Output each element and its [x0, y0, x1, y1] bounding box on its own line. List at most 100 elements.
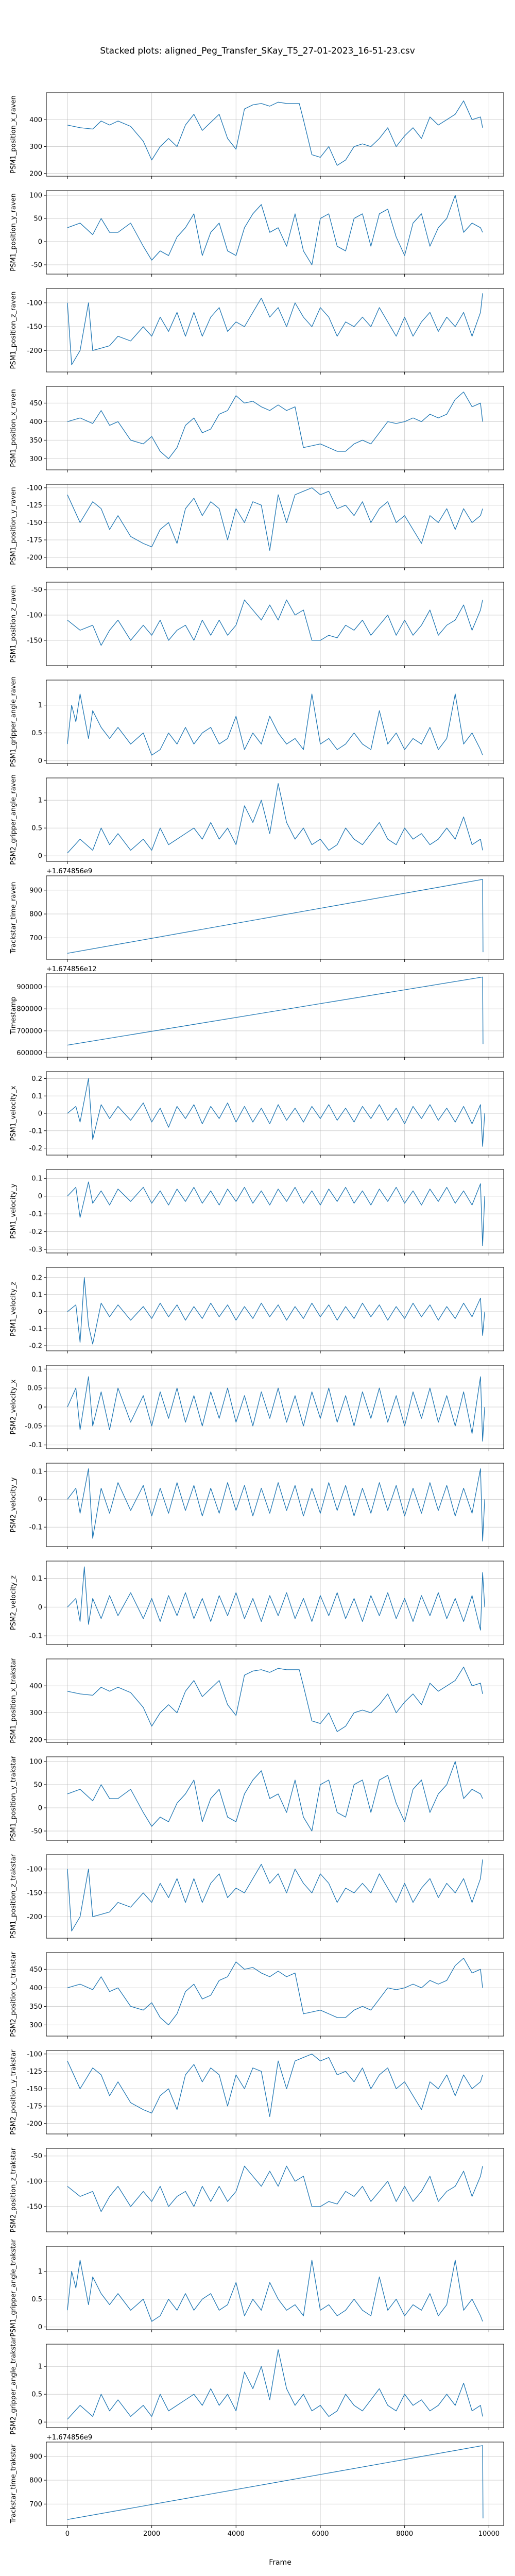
x-tick-label: 4000 [228, 2530, 245, 2538]
y-tick-label: 300 [29, 2022, 42, 2029]
y-tick-label: 0 [38, 853, 42, 860]
y-tick-label: -0.1 [29, 1524, 42, 1532]
plot-frame [46, 1561, 504, 1645]
series-line [67, 2260, 483, 2322]
subplot: -200 -150 -100 PSM1_position_z_trakstar [10, 1854, 504, 1941]
subplot: -50 0 50 100 PSM1_position_y_raven [10, 190, 504, 277]
y-tick-label: 0 [38, 1308, 42, 1316]
y-tick-label: 0 [38, 1110, 42, 1118]
y-axis-label: PSM2_position_z_trakstar [10, 2147, 18, 2232]
series-line [67, 693, 483, 756]
y-tick-label: -175 [27, 2103, 42, 2111]
y-tick-label: 0.1 [31, 1575, 42, 1583]
y-tick-label: 100 [29, 1758, 42, 1766]
plot-frame [46, 1267, 504, 1351]
y-offset-label: +1.674856e12 [46, 965, 96, 973]
y-tick-label: 0.1 [31, 1468, 42, 1476]
subplot: -200 -175 -150 -125 -100 PSM1_position_y_rave… [10, 484, 504, 570]
y-tick-label: 0.1 [31, 1366, 42, 1374]
series-line [67, 2165, 483, 2212]
y-tick-label: -150 [27, 324, 42, 331]
y-axis-label: PSM1_gripper_angle_trakstar [10, 2239, 18, 2337]
y-tick-label: -100 [27, 299, 42, 307]
subplot: -0.1 0 0.1 PSM2_velocity_y [10, 1463, 504, 1549]
y-tick-label: -0.1 [29, 1211, 42, 1218]
x-tick-label: 10000 [478, 2530, 500, 2538]
y-tick-label: 350 [29, 437, 42, 445]
y-tick-label: -0.1 [29, 1633, 42, 1640]
y-tick-label: -150 [27, 2203, 42, 2211]
y-tick-label: 700000 [16, 1027, 42, 1035]
y-tick-label: 450 [29, 1966, 42, 1974]
y-tick-label: -100 [27, 2050, 42, 2058]
series-line [67, 2349, 483, 2420]
y-axis-label: PSM1_position_z_raven [10, 585, 18, 663]
x-tick-label: 6000 [312, 2530, 329, 2538]
series-line [67, 976, 484, 1046]
y-tick-label: 0.1 [31, 1291, 42, 1299]
y-tick-label: -150 [27, 1890, 42, 1897]
y-tick-label: -100 [27, 1866, 42, 1873]
series-line [67, 487, 483, 551]
y-tick-label: 1 [38, 2268, 42, 2276]
series-line [67, 1761, 483, 1832]
y-tick-label: 0 [38, 2324, 42, 2331]
subplot: -200 -175 -150 -125 -100 PSM2_position_y_trak… [10, 2049, 504, 2137]
y-axis-label: PSM1_position_y_raven [10, 193, 18, 272]
subplot: 0 0.5 1 PSM2_gripper_angle_trakstar [10, 2337, 504, 2435]
y-tick-label: 0.5 [31, 825, 42, 833]
series-line [67, 195, 483, 265]
y-tick-label: 400 [29, 1985, 42, 1992]
subplot: -0.2 -0.1 0 0.1 0.2 PSM1_velocity_z [10, 1267, 504, 1353]
y-tick-label: 0.1 [31, 1175, 42, 1183]
y-tick-label: 0 [38, 239, 42, 246]
plot-frame [46, 2442, 504, 2526]
y-tick-label: 700 [29, 935, 42, 942]
y-tick-label: 0 [38, 2419, 42, 2427]
y-tick-label: -200 [27, 347, 42, 355]
y-axis-label: PSM1_gripper_angle_raven [10, 676, 18, 767]
y-tick-label: 0 [38, 1496, 42, 1504]
y-axis-label: PSM1_velocity_x [10, 1086, 18, 1141]
plot-frame [46, 1952, 504, 2037]
y-tick-label: 400 [29, 418, 42, 426]
subplot: -0.1 0 0.1 PSM2_velocity_z [10, 1561, 504, 1647]
y-tick-label: 0.5 [31, 730, 42, 737]
y-tick-label: 800 [29, 2477, 42, 2485]
series-line [67, 1667, 483, 1732]
y-axis-label: Timestamp [10, 997, 18, 1035]
y-tick-label: 0.2 [31, 1274, 42, 1282]
y-tick-label: -0.05 [25, 1422, 42, 1430]
chart-title: Stacked plots: aligned_Peg_Transfer_SKay… [100, 46, 415, 56]
series-line [67, 1566, 485, 1631]
plot-frame [46, 2050, 504, 2134]
y-tick-label: -0.1 [29, 1442, 42, 1449]
plot-frame [46, 288, 504, 372]
plot-frame [46, 582, 504, 666]
y-tick-label: 0.5 [31, 2391, 42, 2399]
y-axis-label: PSM1_position_y_trakstar [10, 1756, 18, 1841]
y-tick-label: -100 [27, 612, 42, 619]
y-tick-label: 50 [33, 215, 42, 223]
y-tick-label: 400 [29, 1683, 42, 1690]
y-axis-label: PSM1_position_x_raven [10, 95, 18, 174]
y-tick-label: -175 [27, 537, 42, 545]
subplot: 0 0.5 1 PSM1_gripper_angle_trakstar [10, 2239, 504, 2337]
y-tick-label: -150 [27, 519, 42, 527]
plot-frame [46, 777, 504, 862]
y-axis-label: PSM2_gripper_angle_raven [10, 774, 18, 865]
y-tick-label: 0 [38, 1193, 42, 1200]
y-tick-label: 0.05 [27, 1385, 42, 1393]
y-tick-label: 0.1 [31, 1093, 42, 1100]
plot-frame [46, 1463, 504, 1547]
y-tick-label: 200 [29, 1736, 42, 1744]
subplot: 600000 700000 800000 900000 +1.674856e12 Time… [10, 965, 504, 1060]
y-tick-label: 300 [29, 143, 42, 151]
y-tick-label: 1 [38, 702, 42, 709]
x-axis-label: Frame [269, 2558, 291, 2567]
plot-frame [46, 1854, 504, 1939]
y-tick-label: -150 [27, 2086, 42, 2093]
y-axis-label: PSM2_position_y_trakstar [10, 2049, 18, 2135]
y-tick-label: 900 [29, 2453, 42, 2461]
